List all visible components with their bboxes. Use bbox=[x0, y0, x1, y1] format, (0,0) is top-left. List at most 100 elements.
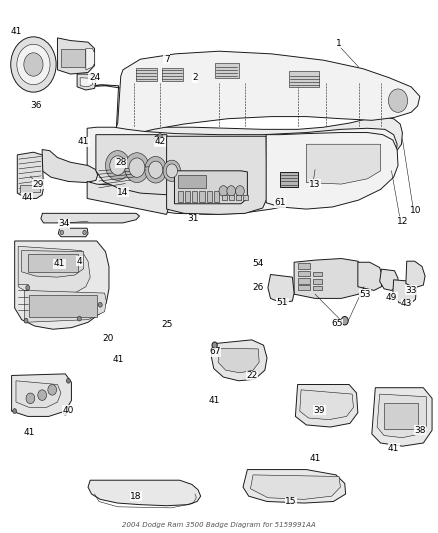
Circle shape bbox=[145, 157, 166, 183]
Circle shape bbox=[389, 89, 408, 112]
Circle shape bbox=[60, 230, 64, 235]
Circle shape bbox=[110, 156, 126, 175]
Text: 1: 1 bbox=[336, 39, 342, 48]
Circle shape bbox=[227, 185, 236, 196]
Circle shape bbox=[11, 37, 56, 92]
Polygon shape bbox=[266, 133, 398, 209]
Polygon shape bbox=[77, 74, 96, 90]
Circle shape bbox=[129, 158, 145, 177]
Bar bbox=[297, 285, 310, 290]
Circle shape bbox=[166, 164, 177, 177]
Text: 41: 41 bbox=[54, 260, 65, 268]
Bar bbox=[177, 174, 206, 188]
Bar bbox=[136, 68, 157, 82]
Circle shape bbox=[154, 136, 159, 142]
Text: 41: 41 bbox=[209, 396, 220, 405]
Text: 40: 40 bbox=[63, 406, 74, 415]
Circle shape bbox=[83, 230, 86, 235]
Polygon shape bbox=[380, 269, 398, 290]
Text: 31: 31 bbox=[187, 214, 198, 223]
Text: 41: 41 bbox=[78, 137, 89, 146]
Circle shape bbox=[236, 185, 244, 196]
Bar bbox=[223, 195, 227, 200]
Circle shape bbox=[17, 44, 50, 85]
Bar bbox=[162, 68, 183, 82]
Circle shape bbox=[24, 318, 28, 323]
Text: 28: 28 bbox=[115, 158, 127, 167]
Text: 61: 61 bbox=[274, 198, 286, 207]
Polygon shape bbox=[14, 241, 109, 329]
Polygon shape bbox=[294, 259, 365, 298]
Circle shape bbox=[219, 185, 228, 196]
Text: 18: 18 bbox=[130, 491, 142, 500]
Polygon shape bbox=[115, 51, 420, 138]
Circle shape bbox=[163, 160, 180, 181]
Text: 43: 43 bbox=[401, 299, 413, 308]
Bar bbox=[215, 63, 239, 78]
Text: 25: 25 bbox=[161, 320, 172, 329]
Bar bbox=[384, 403, 418, 429]
Polygon shape bbox=[87, 181, 169, 214]
Polygon shape bbox=[358, 262, 383, 290]
Text: 51: 51 bbox=[276, 298, 288, 307]
Circle shape bbox=[38, 390, 46, 400]
Text: 42: 42 bbox=[155, 137, 166, 146]
Polygon shape bbox=[251, 475, 340, 499]
Bar bbox=[297, 263, 310, 269]
Bar bbox=[207, 191, 212, 201]
Polygon shape bbox=[17, 152, 43, 198]
Polygon shape bbox=[80, 78, 92, 87]
Polygon shape bbox=[12, 374, 71, 416]
Circle shape bbox=[148, 161, 163, 179]
Polygon shape bbox=[174, 171, 247, 204]
Bar bbox=[237, 195, 241, 200]
Circle shape bbox=[48, 384, 57, 395]
Text: 38: 38 bbox=[414, 426, 426, 435]
Polygon shape bbox=[243, 470, 346, 503]
Bar bbox=[289, 71, 319, 87]
Polygon shape bbox=[268, 274, 294, 303]
Circle shape bbox=[78, 316, 81, 321]
Text: 20: 20 bbox=[102, 334, 113, 343]
Polygon shape bbox=[306, 144, 381, 184]
Bar bbox=[297, 278, 310, 284]
Text: 4: 4 bbox=[77, 257, 82, 265]
Bar bbox=[28, 254, 78, 272]
Polygon shape bbox=[25, 290, 106, 322]
Bar bbox=[20, 184, 39, 192]
Polygon shape bbox=[16, 381, 61, 407]
Bar bbox=[61, 49, 85, 67]
Polygon shape bbox=[86, 49, 95, 70]
Text: 41: 41 bbox=[388, 444, 399, 453]
Circle shape bbox=[24, 53, 43, 76]
Text: 33: 33 bbox=[405, 286, 417, 295]
Bar bbox=[313, 272, 321, 276]
Circle shape bbox=[212, 342, 217, 349]
Text: 10: 10 bbox=[410, 206, 421, 215]
Text: 39: 39 bbox=[314, 406, 325, 415]
Circle shape bbox=[13, 409, 17, 414]
Polygon shape bbox=[295, 384, 358, 427]
Circle shape bbox=[158, 134, 162, 139]
Circle shape bbox=[98, 302, 102, 307]
Polygon shape bbox=[393, 280, 417, 305]
Polygon shape bbox=[96, 135, 195, 195]
Bar bbox=[297, 271, 310, 276]
Text: 7: 7 bbox=[164, 55, 170, 63]
Text: 22: 22 bbox=[246, 371, 258, 380]
Polygon shape bbox=[211, 340, 267, 381]
Bar bbox=[185, 191, 190, 201]
Polygon shape bbox=[377, 394, 426, 438]
Polygon shape bbox=[58, 228, 88, 237]
Bar bbox=[214, 191, 219, 201]
Polygon shape bbox=[57, 38, 95, 74]
Circle shape bbox=[341, 317, 348, 325]
Text: 15: 15 bbox=[285, 497, 297, 506]
Bar bbox=[313, 286, 321, 290]
Text: 2004 Dodge Ram 3500 Badge Diagram for 5159991AA: 2004 Dodge Ram 3500 Badge Diagram for 51… bbox=[122, 522, 316, 528]
Bar bbox=[244, 195, 248, 200]
Text: 14: 14 bbox=[117, 188, 129, 197]
Text: 41: 41 bbox=[113, 355, 124, 364]
Text: 36: 36 bbox=[30, 101, 41, 110]
Text: 53: 53 bbox=[360, 289, 371, 298]
